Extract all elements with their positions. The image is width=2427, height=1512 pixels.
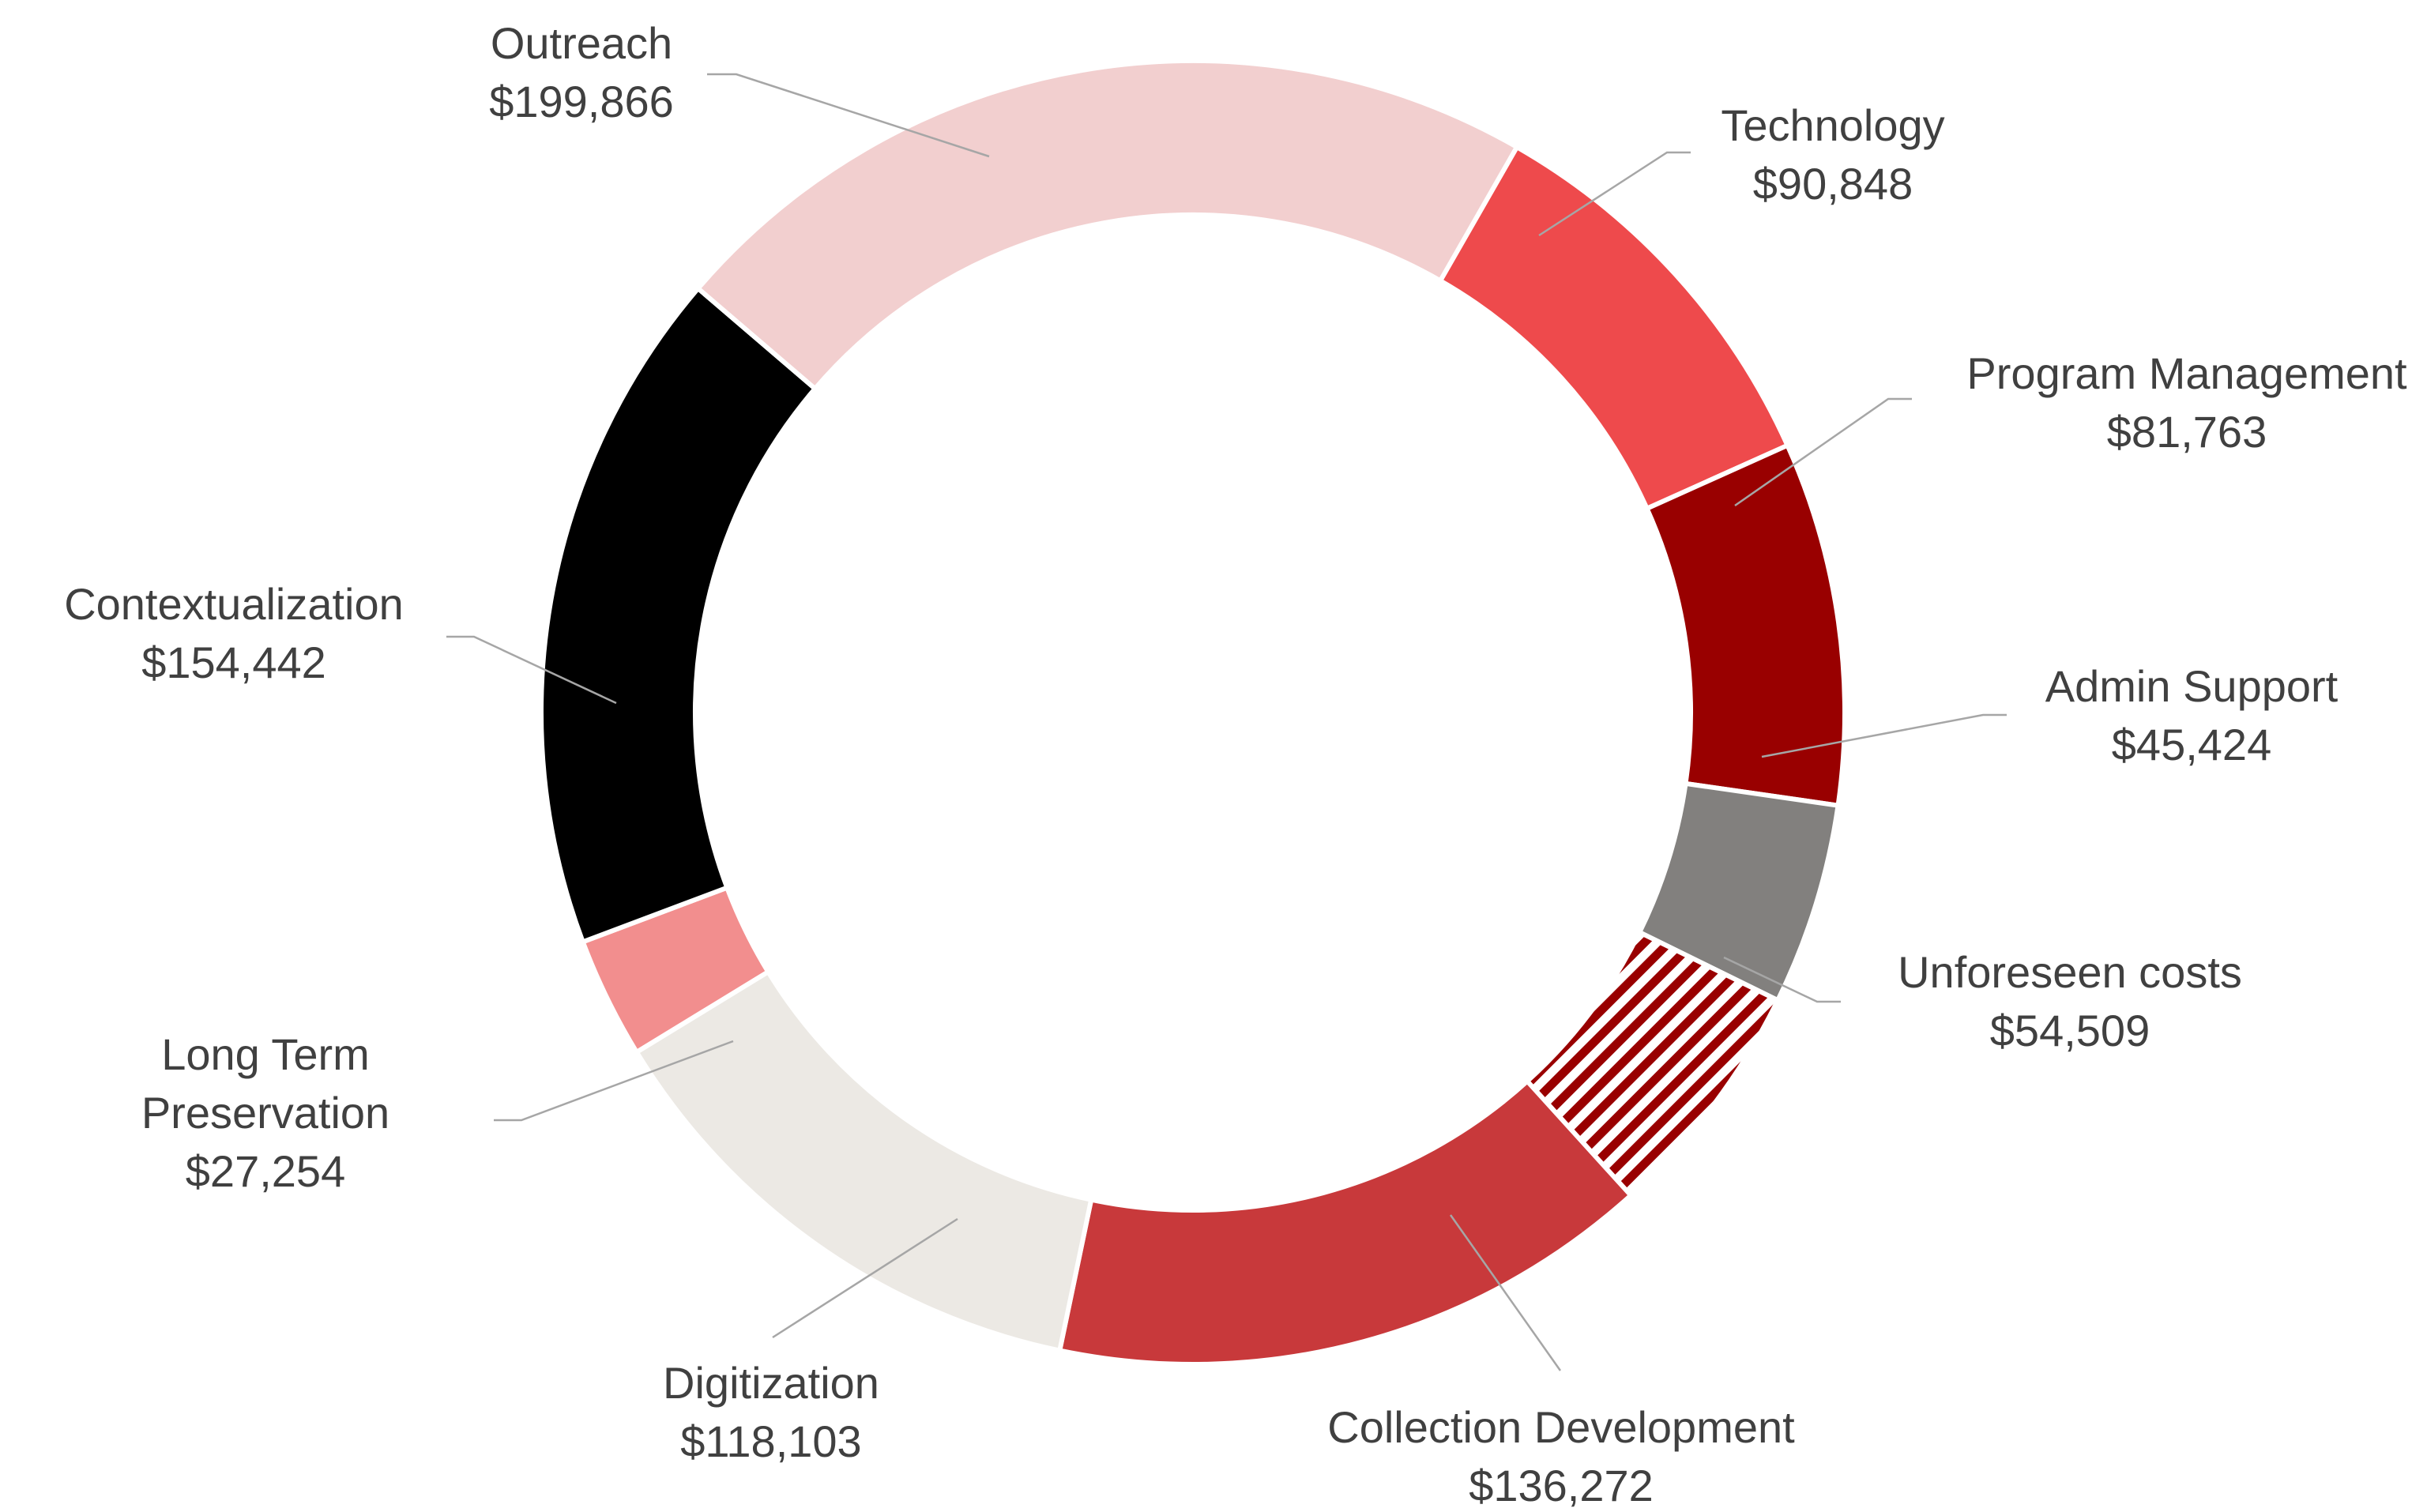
data-label-category-digitization: Digitization (663, 1358, 879, 1408)
slice-outreach (694, 58, 1521, 393)
slice-collection-development (1056, 1078, 1635, 1367)
leader-line-contextualization (446, 635, 617, 705)
leader-line-outreach (707, 73, 990, 158)
data-label-category-unforeseen-costs: Unforeseen costs (1898, 947, 2242, 997)
data-label-value-contextualization: $154,442 (141, 638, 326, 687)
leader-line-collection-development (1449, 1214, 1562, 1371)
leader-line-long-term-preservation (494, 1040, 734, 1122)
slice-program-management (1643, 442, 1848, 809)
slice-digitization (633, 969, 1094, 1354)
data-label-category-contextualization: Contextualization (64, 579, 404, 629)
data-label-category-long-term-preservation: Preservation (141, 1088, 389, 1138)
data-label-value-program-management: $81,763 (2107, 407, 2267, 457)
data-label-category-collection-development: Collection Development (1327, 1402, 1795, 1452)
leader-line-technology (1538, 151, 1691, 237)
data-label-category-program-management: Program Management (1966, 348, 2407, 398)
data-label-value-outreach: $199,866 (489, 77, 674, 126)
data-label-value-admin-support: $45,424 (2112, 720, 2271, 769)
data-label-value-collection-development: $136,272 (1469, 1461, 1654, 1510)
data-label-value-digitization: $118,103 (680, 1416, 861, 1466)
slice-technology (1436, 143, 1791, 512)
data-label-value-unforeseen-costs: $54,509 (1990, 1006, 2150, 1055)
slice-contextualization (539, 284, 818, 946)
slices-layer (539, 58, 1848, 1367)
leader-line-digitization (772, 1217, 958, 1339)
data-label-category-outreach: Outreach (491, 18, 672, 68)
data-label-value-long-term-preservation: $27,254 (186, 1146, 345, 1196)
leader-lines-layer (446, 73, 2007, 1371)
leader-line-program-management (1734, 397, 1912, 507)
data-label-category-technology: Technology (1721, 100, 1944, 150)
leader-line-unforeseen-costs (1723, 956, 1841, 1003)
data-labels-layer: Technology $90,848 Program Management $81,7… (64, 18, 2407, 1510)
leader-line-admin-support (1761, 713, 2007, 758)
data-label-category-long-term-preservation: Long Term (161, 1029, 370, 1079)
data-label-category-admin-support: Admin Support (2045, 661, 2339, 711)
data-label-value-technology: $90,848 (1753, 159, 1913, 209)
